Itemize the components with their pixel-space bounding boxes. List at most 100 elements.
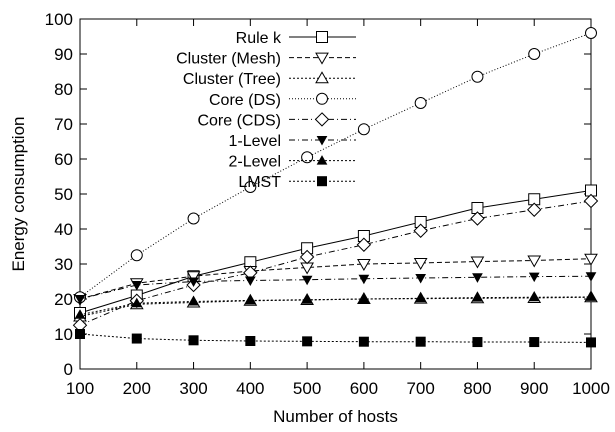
series-rule-k xyxy=(74,184,597,319)
x-tick-label: 200 xyxy=(123,379,151,398)
legend-marker xyxy=(315,52,329,65)
y-tick-label: 40 xyxy=(54,220,73,239)
series-line-rule-k xyxy=(79,190,592,314)
data-point xyxy=(472,273,483,283)
data-point xyxy=(472,337,483,348)
data-point xyxy=(357,259,371,272)
series-line-core-cds xyxy=(79,200,592,326)
data-point xyxy=(415,274,427,284)
y-tick-label: 10 xyxy=(54,325,73,344)
legend-entry-core-cds: Core (CDS) xyxy=(197,112,356,129)
y-tick-label: 60 xyxy=(54,150,73,169)
data-point xyxy=(528,272,540,283)
data-point xyxy=(356,237,372,252)
data-point xyxy=(470,211,485,226)
data-point xyxy=(585,291,597,301)
series-cluster-tree xyxy=(73,290,598,322)
legend: Rule k Cluster (Mesh) Cluster (Tree) Core (… xyxy=(176,30,356,191)
legend-marker xyxy=(316,155,328,165)
data-point xyxy=(472,292,483,302)
legend-label: LMST xyxy=(238,174,281,191)
legend-label: 1-Level xyxy=(229,133,281,150)
series-2-level xyxy=(74,291,597,319)
legend-label: Cluster (Tree) xyxy=(183,71,281,88)
legend-label: Core (CDS) xyxy=(197,112,281,129)
legend-marker xyxy=(314,112,330,127)
series-core-ds xyxy=(74,27,597,304)
y-tick-label: 0 xyxy=(64,360,73,379)
y-tick-label: 100 xyxy=(45,10,73,29)
y-axis-title: Energy consumption xyxy=(9,117,28,272)
x-tick-label: 1000 xyxy=(572,379,610,398)
data-point xyxy=(415,292,427,303)
data-point xyxy=(301,151,314,164)
x-tick-label: 800 xyxy=(463,379,491,398)
legend-label: 2-Level xyxy=(229,154,281,171)
series-line-2-level xyxy=(79,296,592,316)
series-lmst xyxy=(75,329,596,348)
axis-ticks: 0 10 20 30 40 50 60 70 80 90 100 100 200 300 400 500 600… xyxy=(45,10,610,398)
x-tick-label: 400 xyxy=(236,379,264,398)
data-point xyxy=(188,335,199,346)
data-point xyxy=(131,297,143,308)
x-tick-label: 500 xyxy=(293,379,321,398)
y-tick-label: 20 xyxy=(54,290,73,309)
x-tick-label: 900 xyxy=(520,379,548,398)
legend-entry-1-level: 1-Level xyxy=(229,133,356,150)
data-point xyxy=(358,274,370,285)
series-line-lmst xyxy=(79,333,592,343)
data-point xyxy=(358,336,369,347)
data-point xyxy=(244,294,256,305)
series-line-cluster-tree xyxy=(79,296,592,317)
data-point xyxy=(584,253,598,266)
data-point xyxy=(74,295,86,305)
series-core-cds xyxy=(72,193,599,333)
data-point xyxy=(528,48,541,60)
legend-entry-core-ds: Core (DS) xyxy=(209,92,356,109)
data-point xyxy=(299,249,315,265)
series-cluster-mesh xyxy=(73,253,598,307)
legend-label: Core (DS) xyxy=(209,92,281,109)
legend-marker xyxy=(316,92,328,105)
data-point xyxy=(527,255,542,268)
series-line-core-ds xyxy=(79,32,592,298)
x-tick-label: 700 xyxy=(406,379,434,398)
legend-marker xyxy=(316,31,328,43)
data-point xyxy=(470,256,485,269)
data-point xyxy=(301,275,313,286)
series-1-level xyxy=(74,272,597,305)
data-point xyxy=(244,181,257,193)
legend-entry-cluster-tree: Cluster (Tree) xyxy=(183,71,356,88)
data-point xyxy=(188,295,199,306)
data-point xyxy=(301,294,313,304)
data-point xyxy=(244,276,256,286)
legend-marker xyxy=(315,71,329,84)
data-point xyxy=(585,272,597,282)
data-point xyxy=(527,202,542,217)
legend-label: Rule k xyxy=(236,30,282,47)
data-point xyxy=(413,257,428,270)
y-tick-label: 30 xyxy=(54,255,73,274)
data-point xyxy=(413,223,428,238)
data-point xyxy=(74,309,86,319)
data-point xyxy=(302,336,313,347)
y-tick-label: 80 xyxy=(54,80,73,99)
y-tick-label: 90 xyxy=(54,45,73,64)
series-line-cluster-mesh xyxy=(79,258,592,300)
data-point xyxy=(529,337,540,348)
data-point xyxy=(414,97,427,109)
legend-marker xyxy=(317,176,327,187)
plot-frame xyxy=(79,18,592,370)
data-point xyxy=(586,337,596,348)
data-point xyxy=(188,277,199,288)
data-point xyxy=(415,336,426,347)
data-point xyxy=(358,293,370,303)
data-point xyxy=(471,70,484,83)
y-tick-label: 50 xyxy=(54,185,73,204)
x-tick-label: 600 xyxy=(350,379,378,398)
y-tick-label: 70 xyxy=(54,115,73,134)
legend-entry-lmst: LMST xyxy=(238,174,356,191)
x-tick-label: 300 xyxy=(179,379,207,398)
data-point xyxy=(131,333,142,344)
